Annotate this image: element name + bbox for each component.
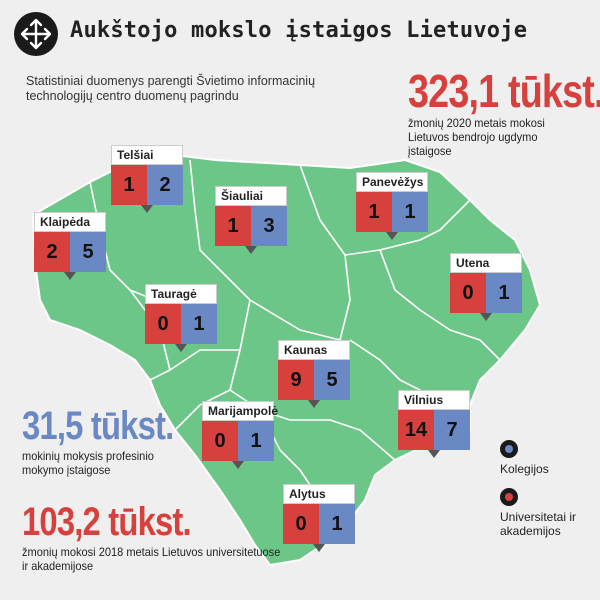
city-marker-panevezys: Panevėžys 1 1: [356, 172, 428, 240]
university-dot-icon: [500, 488, 518, 506]
city-marker-alytus: Alytus 0 1: [283, 484, 355, 552]
college-count: 1: [319, 504, 355, 544]
region-border: [249, 164, 351, 341]
city-marker-utena: Utena 0 1: [450, 253, 522, 321]
city-marker-telsiai: Telšiai 1 2: [111, 145, 183, 213]
region-border: [379, 249, 501, 361]
city-marker-klaipeda: Klaipėda 2 5: [34, 212, 106, 280]
city-name: Panevėžys: [356, 172, 428, 192]
university-count: 9: [278, 360, 314, 400]
city-name: Kaunas: [278, 340, 350, 360]
stat-general-value: 323,1 tūkst.: [408, 65, 600, 117]
city-marker-taurage: Tauragė 0 1: [145, 284, 217, 352]
region-border: [344, 199, 471, 256]
city-name: Tauragė: [145, 284, 217, 304]
college-count: 3: [251, 206, 287, 246]
location-pin-icon: [480, 313, 492, 321]
location-pin-icon: [175, 344, 187, 352]
university-count: 0: [283, 504, 319, 544]
university-count: 0: [450, 273, 486, 313]
location-pin-icon: [308, 400, 320, 408]
college-count: 5: [70, 232, 106, 272]
college-count: 1: [392, 192, 428, 232]
region-border: [189, 159, 251, 301]
university-count: 1: [356, 192, 392, 232]
legend-colleges-label: Kolegijos: [500, 462, 549, 476]
stat-university-value: 103,2 tūkst.: [22, 500, 192, 544]
city-name: Vilnius: [398, 390, 470, 410]
location-pin-icon: [232, 461, 244, 469]
university-count: 0: [202, 421, 238, 461]
location-pin-icon: [141, 205, 153, 213]
stat-general-education: 323,1 tūkst. žmonių 2020 metais mokosi L…: [408, 64, 600, 158]
college-count: 2: [147, 165, 183, 205]
page-title: Aukštojo mokslo įstaigos Lietuvoje: [70, 18, 528, 43]
city-marker-siauliai: Šiauliai 1 3: [215, 186, 287, 254]
stat-general-desc: žmonių 2020 metais mokosi Lietuvos bendr…: [408, 116, 545, 158]
city-name: Klaipėda: [34, 212, 106, 232]
city-name: Alytus: [283, 484, 355, 504]
university-count: 0: [145, 304, 181, 344]
city-name: Marijampolė: [202, 401, 278, 421]
location-pin-icon: [313, 544, 325, 552]
stat-vocational-value: 31,5 tūkst.: [22, 404, 174, 448]
region-border: [169, 349, 240, 371]
college-count: 5: [314, 360, 350, 400]
university-count: 1: [215, 206, 251, 246]
location-pin-icon: [386, 232, 398, 240]
university-count: 1: [111, 165, 147, 205]
city-marker-vilnius: Vilnius 14 7: [398, 390, 470, 458]
subtitle: Statistiniai duomenys parengti Švietimo …: [26, 74, 316, 103]
college-count: 1: [181, 304, 217, 344]
college-count: 7: [434, 410, 470, 450]
location-pin-icon: [428, 450, 440, 458]
city-marker-marijampole: Marijampolė 0 1: [202, 401, 278, 469]
city-name: Šiauliai: [215, 186, 287, 206]
legend-universities-label: Universitetai ir akademijos: [500, 510, 577, 538]
location-pin-icon: [245, 246, 257, 254]
university-count: 14: [398, 410, 434, 450]
legend-colleges: Kolegijos: [500, 440, 549, 476]
location-pin-icon: [64, 272, 76, 280]
city-marker-kaunas: Kaunas 9 5: [278, 340, 350, 408]
legend-universities: Universitetai ir akademijos: [500, 488, 590, 538]
city-name: Telšiai: [111, 145, 183, 165]
college-count: 1: [238, 421, 274, 461]
city-name: Utena: [450, 253, 522, 273]
college-dot-icon: [500, 440, 518, 458]
college-count: 1: [486, 273, 522, 313]
arrows-cross-icon: [14, 12, 58, 56]
stat-vocational: 31,5 tūkst. mokinių mokysis profesinio m…: [22, 404, 207, 477]
stat-vocational-desc: mokinių mokysis profesinio mokymo įstaig…: [22, 449, 154, 477]
stat-university-desc: žmonių mokosi 2018 metais Lietuvos unive…: [22, 545, 281, 573]
stat-university: 103,2 tūkst. žmonių mokosi 2018 metais L…: [22, 500, 312, 573]
university-count: 2: [34, 232, 70, 272]
